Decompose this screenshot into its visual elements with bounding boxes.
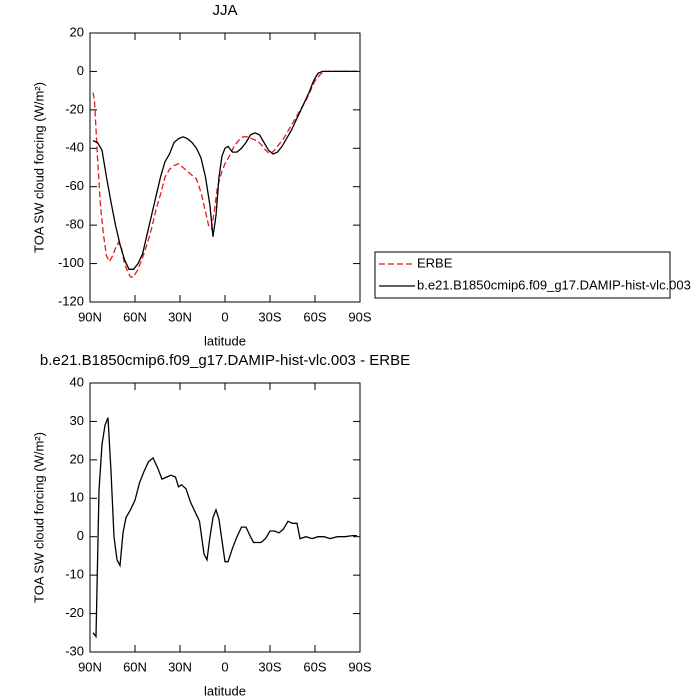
x-tick-label: 0	[221, 309, 228, 324]
x-tick-label: 30S	[258, 659, 281, 674]
y-tick-label: 10	[70, 490, 84, 505]
data-line	[92, 70, 357, 278]
x-axis-label: latitude	[204, 683, 246, 698]
y-tick-label: -120	[58, 293, 84, 308]
y-tick-label: -20	[65, 605, 84, 620]
data-line	[92, 70, 357, 270]
chart-title: JJA	[212, 2, 237, 19]
y-tick-label: 0	[77, 63, 84, 78]
x-tick-label: 30N	[168, 659, 192, 674]
y-axis-label: TOA SW cloud forcing (W/m²)	[31, 82, 46, 253]
x-tick-label: 60N	[123, 309, 147, 324]
x-tick-label: 60S	[303, 309, 326, 324]
plot-frame	[89, 382, 361, 653]
legend-label: ERBE	[417, 255, 453, 270]
x-tick-label: 30S	[258, 309, 281, 324]
x-axis-label: latitude	[204, 333, 246, 348]
y-tick-label: 0	[77, 528, 84, 543]
legend-box	[374, 251, 671, 299]
y-tick-label: -100	[58, 255, 84, 270]
x-tick-label: 60S	[303, 659, 326, 674]
chart-title: b.e21.B1850cmip6.f09_g17.DAMIP-hist-vlc.…	[40, 352, 410, 369]
x-tick-label: 0	[221, 659, 228, 674]
y-tick-label: -20	[65, 101, 84, 116]
x-tick-label: 90S	[348, 309, 371, 324]
x-tick-label: 30N	[168, 309, 192, 324]
x-tick-label: 60N	[123, 659, 147, 674]
x-tick-label: 90N	[78, 659, 102, 674]
y-tick-label: -80	[65, 217, 84, 232]
x-tick-label: 90N	[78, 309, 102, 324]
y-tick-label: -60	[65, 178, 84, 193]
plot-frame	[89, 32, 361, 303]
y-tick-label: -10	[65, 567, 84, 582]
data-line	[92, 417, 357, 639]
x-tick-label: 90S	[348, 659, 371, 674]
y-tick-label: -40	[65, 140, 84, 155]
legend-label: b.e21.B1850cmip6.f09_g17.DAMIP-hist-vlc.…	[417, 277, 691, 292]
y-axis-label: TOA SW cloud forcing (W/m²)	[31, 432, 46, 603]
y-tick-label: -30	[65, 643, 84, 658]
y-tick-label: 40	[70, 374, 84, 389]
y-tick-label: 20	[70, 24, 84, 39]
y-tick-label: 20	[70, 451, 84, 466]
y-tick-label: 30	[70, 413, 84, 428]
